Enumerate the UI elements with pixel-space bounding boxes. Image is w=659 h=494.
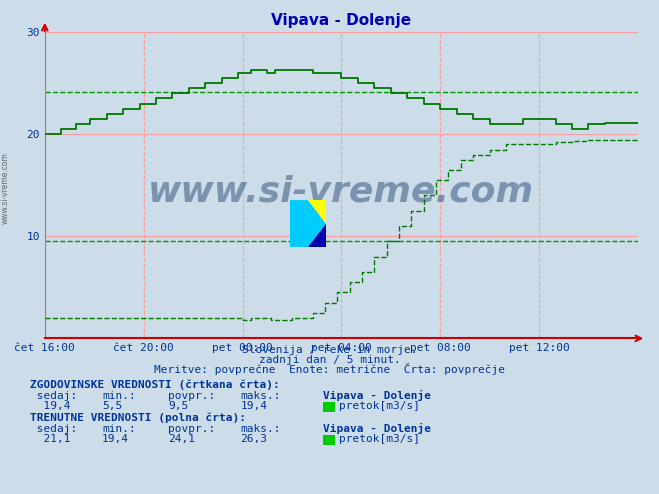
Text: 19,4: 19,4: [30, 401, 70, 411]
Text: Vipava - Dolenje: Vipava - Dolenje: [323, 390, 431, 401]
Text: povpr.:: povpr.:: [168, 424, 215, 434]
Text: Slovenija / reke in morje.: Slovenija / reke in morje.: [242, 345, 417, 355]
Text: 5,5: 5,5: [102, 401, 123, 411]
Text: min.:: min.:: [102, 391, 136, 401]
Text: 24,1: 24,1: [168, 434, 195, 444]
Text: www.si-vreme.com: www.si-vreme.com: [1, 152, 10, 224]
Text: 9,5: 9,5: [168, 401, 188, 411]
Text: 19,4: 19,4: [102, 434, 129, 444]
Polygon shape: [290, 200, 308, 223]
Text: pretok[m3/s]: pretok[m3/s]: [339, 401, 420, 411]
Polygon shape: [308, 200, 326, 223]
Text: 21,1: 21,1: [30, 434, 70, 444]
Text: TRENUTNE VREDNOSTI (polna črta):: TRENUTNE VREDNOSTI (polna črta):: [30, 412, 246, 423]
Text: www.si-vreme.com: www.si-vreme.com: [148, 174, 534, 208]
Text: ZGODOVINSKE VREDNOSTI (črtkana črta):: ZGODOVINSKE VREDNOSTI (črtkana črta):: [30, 379, 279, 390]
Text: maks.:: maks.:: [241, 424, 281, 434]
Text: 19,4: 19,4: [241, 401, 268, 411]
Polygon shape: [308, 223, 326, 247]
Text: povpr.:: povpr.:: [168, 391, 215, 401]
Text: Vipava - Dolenje: Vipava - Dolenje: [323, 423, 431, 434]
Text: 26,3: 26,3: [241, 434, 268, 444]
Text: zadnji dan / 5 minut.: zadnji dan / 5 minut.: [258, 355, 401, 365]
Polygon shape: [290, 200, 326, 247]
Text: sedaj:: sedaj:: [30, 424, 77, 434]
Title: Vipava - Dolenje: Vipava - Dolenje: [272, 13, 411, 28]
Text: Meritve: povprečne  Enote: metrične  Črta: povprečje: Meritve: povprečne Enote: metrične Črta:…: [154, 363, 505, 375]
Text: min.:: min.:: [102, 424, 136, 434]
Text: sedaj:: sedaj:: [30, 391, 77, 401]
Text: pretok[m3/s]: pretok[m3/s]: [339, 434, 420, 444]
Text: maks.:: maks.:: [241, 391, 281, 401]
